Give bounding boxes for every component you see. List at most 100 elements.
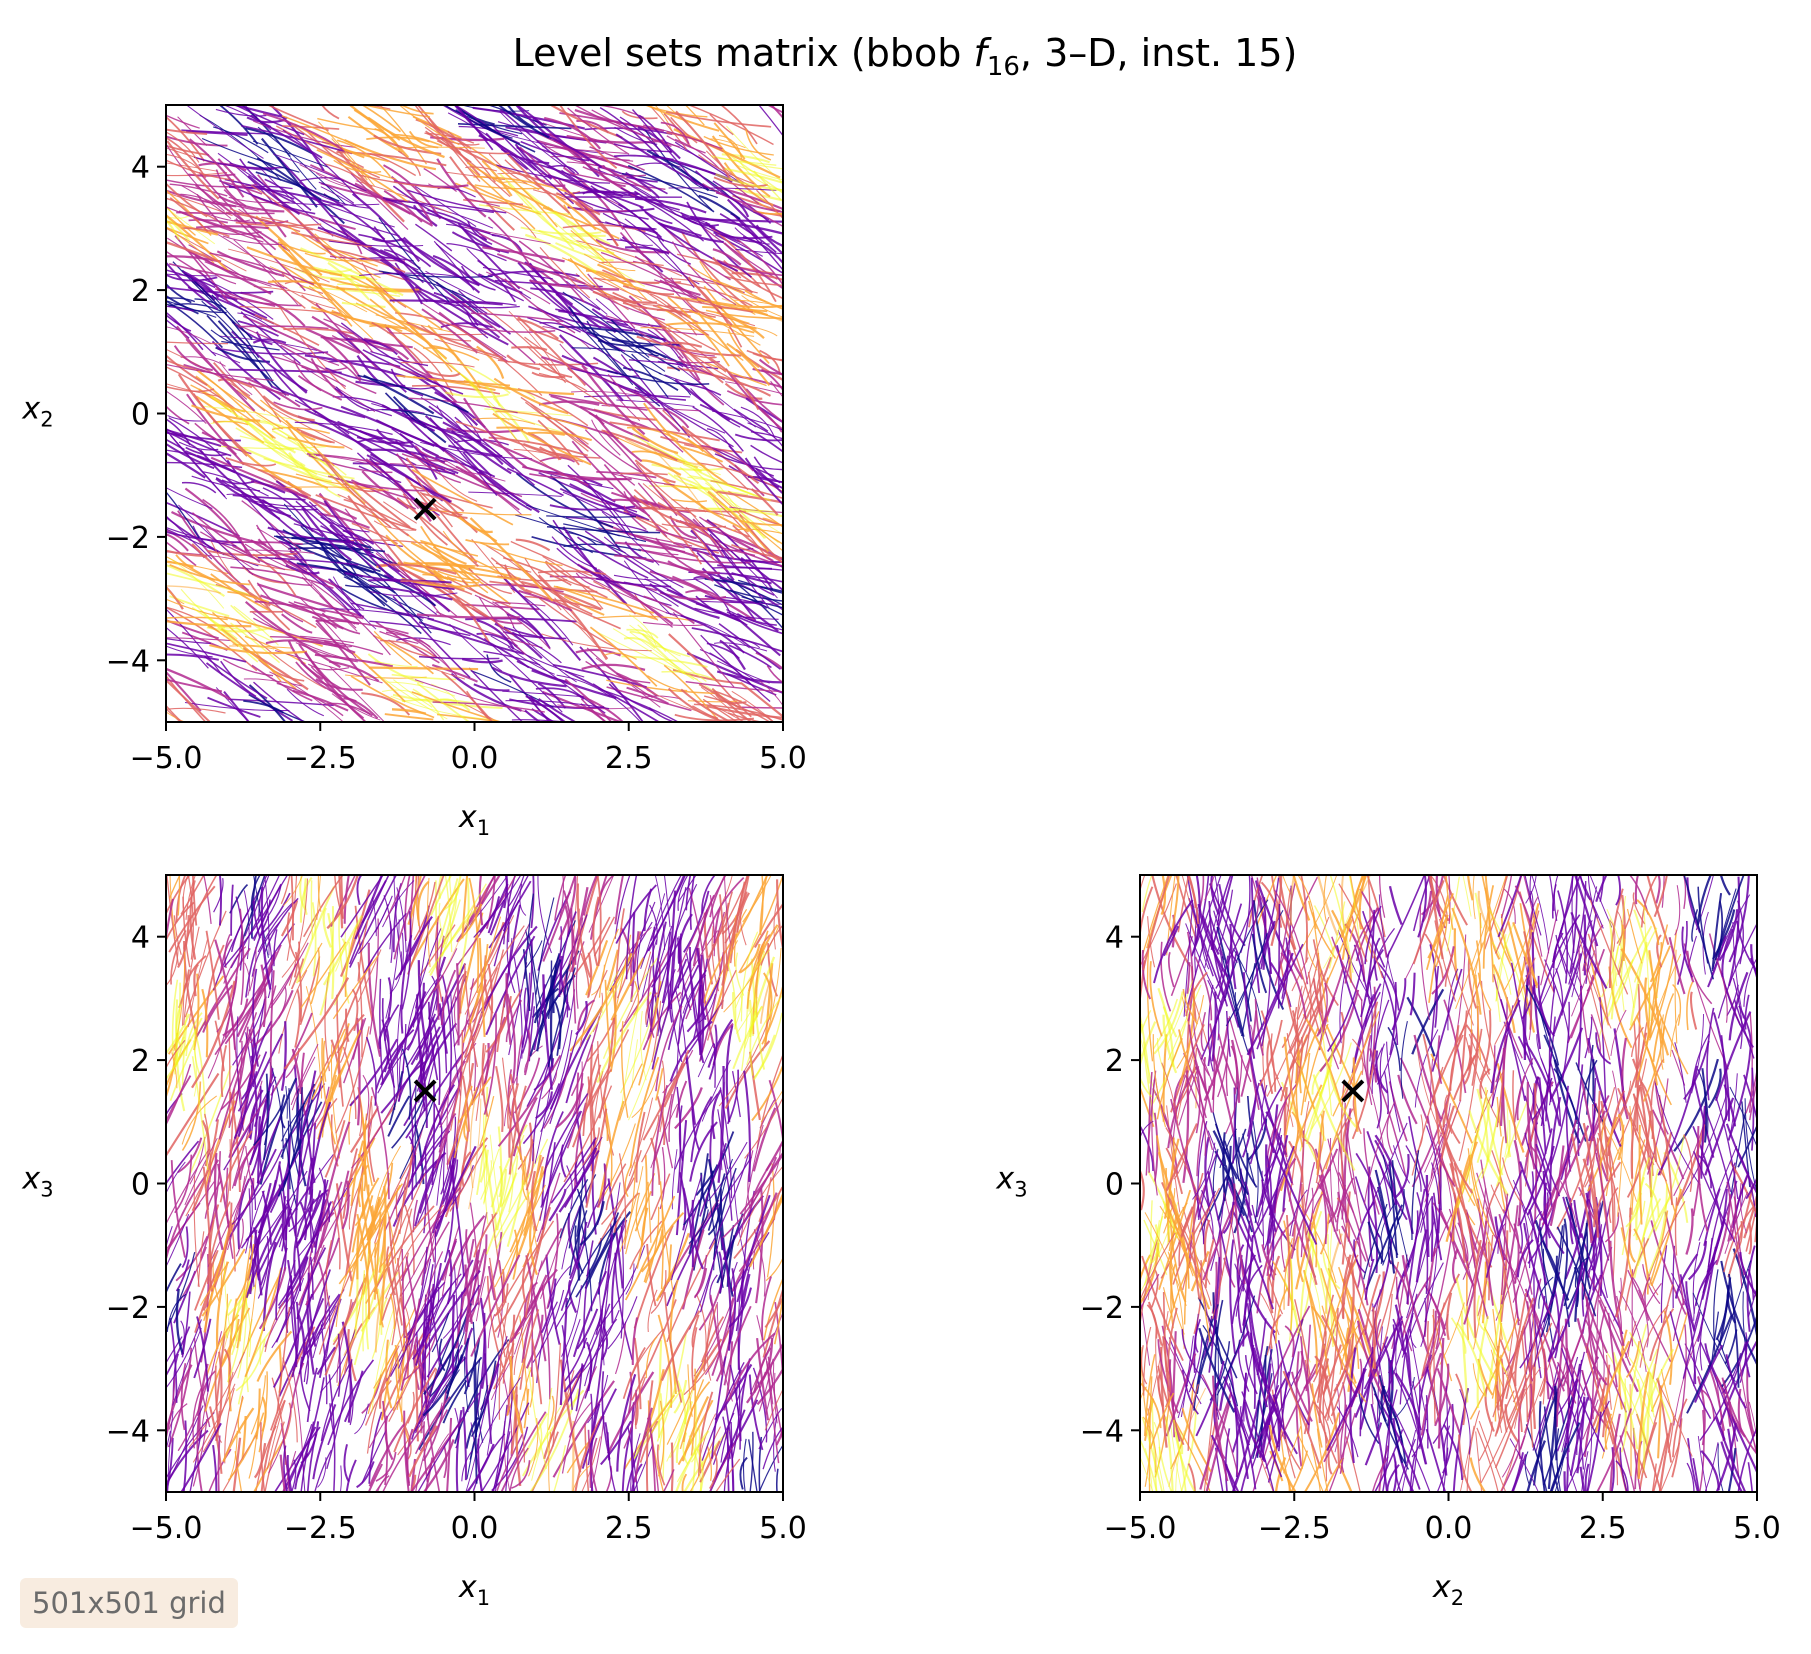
contour-segment: [586, 320, 661, 407]
contour-segment: [554, 597, 586, 630]
contour-segment: [718, 622, 781, 670]
contour-segment: [260, 886, 272, 990]
contour-segment: [166, 1430, 171, 1453]
contour-segment: [525, 401, 589, 452]
contour-segment: [709, 113, 734, 136]
contour-segment: [741, 202, 783, 228]
contour-segment: [517, 316, 586, 387]
contour-segment: [189, 1065, 232, 1174]
contour-segment: [630, 1463, 643, 1492]
contour-segment: [1580, 1078, 1609, 1182]
contour-segment: [319, 906, 335, 1016]
contour-segment: [498, 1307, 513, 1400]
contour-segment: [1316, 1428, 1329, 1492]
contour-segment: [288, 878, 309, 986]
contour-segment: [518, 240, 585, 303]
contour-segment: [166, 273, 218, 282]
contour-segment: [376, 563, 457, 575]
contour-segment: [400, 934, 413, 1034]
contour-segment: [341, 1321, 352, 1423]
contour-segment: [597, 263, 633, 287]
contour-segment: [1507, 1120, 1511, 1158]
contour-segment: [511, 346, 548, 351]
contour-segment: [598, 688, 680, 722]
contour-segment: [441, 671, 494, 722]
contour-segment: [373, 630, 412, 666]
contour-segment: [738, 579, 783, 595]
contour-segment: [494, 1220, 555, 1316]
contour-segment: [555, 242, 614, 262]
contour-segment: [166, 526, 237, 547]
contour-segment: [1630, 1026, 1644, 1057]
contour-segment: [204, 261, 288, 290]
contour-segment: [442, 421, 504, 466]
contour-segment: [1701, 1068, 1708, 1143]
contour-segment: [365, 1036, 377, 1106]
contour-segment: [729, 1364, 741, 1450]
contour-segment: [236, 1243, 255, 1349]
contour-segment: [259, 1314, 268, 1365]
contour-segment: [654, 537, 709, 578]
contour-segment: [604, 652, 637, 660]
contour-segment: [166, 364, 274, 381]
contour-segment: [620, 354, 691, 438]
contour-segment: [509, 1073, 523, 1160]
contour-segment: [420, 501, 468, 519]
contour-segment: [588, 411, 650, 442]
contour-segment: [465, 539, 510, 546]
contour-segment: [250, 185, 333, 256]
contour-segment: [166, 608, 223, 676]
contour-segment: [473, 683, 510, 692]
contour-segment: [389, 1286, 451, 1377]
contour-segment: [465, 166, 498, 172]
contour-segment: [168, 557, 225, 609]
contour-segment: [210, 395, 296, 454]
contour-segment: [221, 340, 280, 351]
contour-segment: [1276, 1077, 1294, 1128]
contour-segment: [390, 175, 433, 225]
contour-segment: [166, 606, 258, 672]
contour-segment: [193, 1029, 202, 1078]
contour-segment: [396, 637, 451, 646]
contour-segment: [324, 640, 356, 654]
contour-segment: [695, 595, 722, 614]
contour-segment: [749, 1010, 757, 1076]
contour-segment: [1555, 968, 1564, 1016]
contour-segment: [535, 897, 555, 995]
contour-segment: [710, 155, 783, 170]
contour-segment: [341, 1180, 350, 1230]
contour-segment: [561, 1206, 581, 1270]
contour-segment: [414, 185, 477, 228]
contour-segment: [747, 422, 783, 447]
contour-segment: [260, 1422, 266, 1492]
contour-segment: [215, 1261, 229, 1349]
contour-segment: [490, 635, 585, 678]
contour-segment: [210, 456, 308, 499]
contour-segment: [1162, 1291, 1170, 1403]
contour-segment: [269, 266, 368, 313]
contour-segment: [239, 875, 266, 950]
contour-segment: [339, 1026, 349, 1063]
contour-segment: [629, 624, 681, 657]
contour-segment: [1260, 881, 1283, 928]
contour-segment: [303, 875, 344, 938]
contour-segment: [352, 481, 411, 528]
contour-segment: [302, 1054, 332, 1112]
contour-segment: [525, 1314, 544, 1369]
contour-segment: [1194, 956, 1213, 1021]
contour-segment: [228, 1148, 277, 1238]
contour-segment: [400, 580, 473, 596]
contour-segment: [403, 1410, 410, 1492]
contour-segment: [636, 1155, 648, 1269]
contour-segment: [1542, 1395, 1574, 1486]
contour-segment: [419, 1084, 456, 1167]
contour-segment: [1323, 875, 1328, 923]
contour-segment: [219, 938, 233, 974]
contour-segment: [1318, 1174, 1328, 1245]
contour-segment: [280, 900, 299, 937]
contour-segment: [618, 203, 665, 242]
contour-segment: [714, 1363, 753, 1421]
contour-segment: [1529, 896, 1539, 940]
contour-segment: [662, 1469, 675, 1492]
contour-segment: [538, 516, 593, 554]
